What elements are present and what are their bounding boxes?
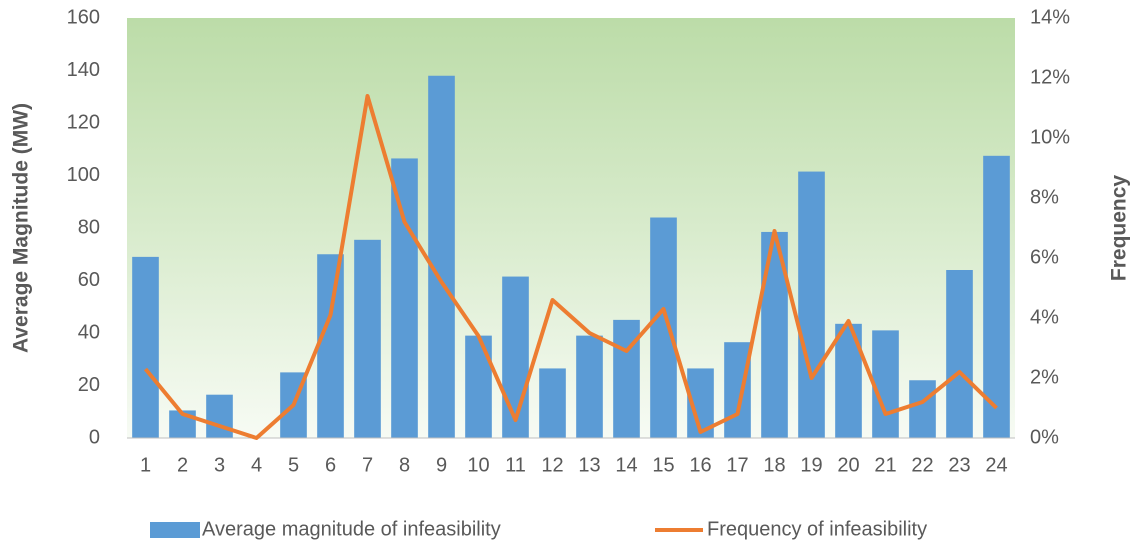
- y2-tick-label: 4%: [1030, 306, 1059, 328]
- x-tick-label: 21: [874, 454, 896, 476]
- bar: [650, 217, 677, 438]
- y-tick-label: 160: [67, 6, 100, 28]
- x-tick-label: 13: [578, 454, 600, 476]
- line: [143, 94, 998, 440]
- bar: [206, 394, 233, 438]
- x-tick-label: 11: [505, 454, 526, 476]
- y-tick-label: 20: [78, 374, 100, 396]
- y2-tick-label: 10%: [1030, 126, 1070, 148]
- x-tick-label: 24: [985, 454, 1007, 476]
- x-tick-label: 12: [541, 454, 563, 476]
- x-tick-label: 19: [800, 454, 822, 476]
- y2-tick-label: 12%: [1030, 66, 1070, 88]
- bar: [872, 330, 899, 438]
- x-tick-label: 3: [214, 454, 225, 476]
- x-tick-label: 15: [652, 454, 674, 476]
- bar: [576, 335, 603, 438]
- bar: [317, 254, 344, 438]
- y-tick-label: 140: [67, 59, 100, 81]
- bar: [946, 270, 973, 438]
- x-tick-label: 8: [399, 454, 410, 476]
- x-tick-label: 7: [362, 454, 373, 476]
- y-tick-label: 0: [89, 426, 100, 448]
- y-tick-label: 60: [78, 269, 100, 291]
- legend-swatch: [150, 522, 200, 538]
- y2-tick-label: 6%: [1030, 246, 1059, 268]
- y2-tick-label: 2%: [1030, 366, 1059, 388]
- bar: [354, 239, 381, 438]
- legend-label: Frequency of infeasibility: [707, 518, 927, 540]
- x-tick-label: 10: [467, 454, 489, 476]
- x-tick-label: 16: [689, 454, 711, 476]
- bar: [983, 155, 1010, 438]
- y-tick-label: 80: [78, 216, 100, 238]
- y2-tick-label: 8%: [1030, 186, 1059, 208]
- x-tick-label: 14: [615, 454, 637, 476]
- x-tick-label: 6: [325, 454, 336, 476]
- y-tick-label: 120: [67, 111, 100, 133]
- bar: [391, 158, 418, 438]
- bar: [132, 256, 159, 438]
- bar: [465, 335, 492, 438]
- bar: [428, 75, 455, 438]
- x-tick-label: 18: [763, 454, 785, 476]
- bar: [502, 276, 529, 438]
- bar: [724, 342, 751, 438]
- x-tick-label: 22: [911, 454, 933, 476]
- legend-label: Average magnitude of infeasibility: [202, 518, 501, 540]
- bar: [539, 368, 566, 438]
- x-tick-label: 9: [436, 454, 447, 476]
- bar: [909, 380, 936, 438]
- bar: [798, 171, 825, 438]
- y-tick-label: 100: [67, 164, 100, 186]
- x-tick-label: 1: [140, 454, 151, 476]
- y2-tick-label: 14%: [1030, 6, 1070, 28]
- x-tick-label: 17: [726, 454, 748, 476]
- x-tick-label: 5: [288, 454, 299, 476]
- x-tick-label: 2: [177, 454, 188, 476]
- y-tick-label: 40: [78, 321, 100, 343]
- x-tick-label: 4: [251, 454, 262, 476]
- x-tick-label: 20: [837, 454, 859, 476]
- x-tick-label: 23: [948, 454, 970, 476]
- y2-tick-label: 0%: [1030, 426, 1059, 448]
- y-axis-title: Average Magnitude (MW): [10, 103, 33, 353]
- y2-axis-title: Frequency: [1108, 175, 1131, 282]
